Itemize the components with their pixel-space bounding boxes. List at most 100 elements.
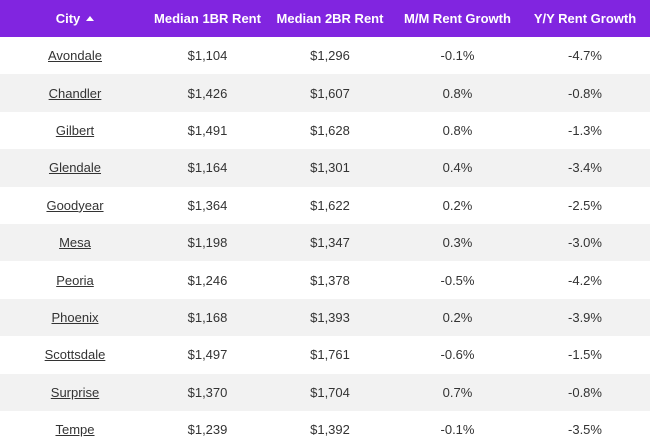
cell-value: -2.5% bbox=[568, 197, 602, 213]
table-cell: $1,628 bbox=[265, 112, 395, 149]
table-row: Glendale $1,164 $1,301 0.4% -3.4% bbox=[0, 149, 650, 187]
table-cell: 0.2% bbox=[395, 187, 520, 224]
table-row: Mesa $1,198 $1,347 0.3% -3.0% bbox=[0, 223, 650, 262]
table-row: Scottsdale $1,497 $1,761 -0.6% -1.5% bbox=[0, 336, 650, 373]
table-row: Goodyear $1,364 $1,622 0.2% -2.5% bbox=[0, 187, 650, 224]
column-header[interactable]: M/M Rent Growth bbox=[395, 0, 520, 37]
table-row: Phoenix $1,168 $1,393 0.2% -3.9% bbox=[0, 298, 650, 337]
table-cell: $1,491 bbox=[150, 112, 265, 149]
table-cell: $1,164 bbox=[150, 149, 265, 187]
city-link[interactable]: Gilbert bbox=[55, 122, 95, 138]
cell-value: $1,198 bbox=[187, 235, 228, 251]
table-cell: $1,497 bbox=[150, 336, 265, 373]
table-cell: Surprise bbox=[0, 373, 150, 411]
table-cell: Scottsdale bbox=[0, 336, 150, 373]
table-header: City Median 1BR Rent Median 2BR Rent M/M Re… bbox=[0, 0, 650, 37]
cell-value: $1,364 bbox=[187, 197, 228, 213]
cell-value: -3.0% bbox=[568, 235, 602, 251]
table-cell: Chandler bbox=[0, 74, 150, 112]
cell-value: -4.2% bbox=[568, 272, 602, 288]
table-cell: -2.5% bbox=[520, 187, 650, 224]
table-row: Avondale $1,104 $1,296 -0.1% -4.7% bbox=[0, 37, 650, 74]
column-header[interactable]: Median 2BR Rent bbox=[265, 0, 395, 37]
table-cell: $1,301 bbox=[265, 149, 395, 187]
table-cell: $1,393 bbox=[265, 298, 395, 337]
column-header[interactable]: Y/Y Rent Growth bbox=[520, 0, 650, 37]
table-cell: $1,370 bbox=[150, 373, 265, 411]
table-row: Surprise $1,370 $1,704 0.7% -0.8% bbox=[0, 373, 650, 411]
table-cell: $1,426 bbox=[150, 74, 265, 112]
table-cell: $1,364 bbox=[150, 187, 265, 224]
cell-value: $1,704 bbox=[310, 384, 350, 400]
city-link[interactable]: Avondale bbox=[48, 48, 102, 64]
table-cell: -0.1% bbox=[395, 411, 520, 448]
cell-value: -4.7% bbox=[568, 48, 602, 64]
table-cell: 0.8% bbox=[395, 74, 520, 112]
cell-value: $1,301 bbox=[310, 160, 350, 176]
city-link[interactable]: Tempe bbox=[55, 422, 95, 438]
city-link[interactable]: Mesa bbox=[59, 235, 91, 251]
column-header-text: City bbox=[55, 11, 81, 26]
table-cell: 0.4% bbox=[395, 149, 520, 187]
city-link[interactable]: Glendale bbox=[48, 160, 102, 176]
cell-value: $1,628 bbox=[310, 122, 350, 138]
table-row: Tempe $1,239 $1,392 -0.1% -3.5% bbox=[0, 411, 650, 448]
city-link[interactable]: Scottsdale bbox=[44, 347, 106, 363]
city-link[interactable]: Chandler bbox=[48, 85, 102, 101]
cell-value: $1,491 bbox=[187, 122, 228, 138]
cell-value: $1,164 bbox=[187, 160, 228, 176]
column-header[interactable]: Median 1BR Rent bbox=[150, 0, 265, 37]
table-cell: -4.2% bbox=[520, 261, 650, 298]
table-cell: Gilbert bbox=[0, 112, 150, 149]
column-header-text: Median 2BR Rent bbox=[276, 11, 384, 26]
table-cell: -0.8% bbox=[520, 74, 650, 112]
cell-value: 0.7% bbox=[442, 384, 473, 400]
city-link[interactable]: Goodyear bbox=[46, 197, 104, 213]
table-cell: Tempe bbox=[0, 411, 150, 448]
table-cell: $1,622 bbox=[265, 187, 395, 224]
cell-value: $1,393 bbox=[310, 309, 350, 325]
table-cell: $1,607 bbox=[265, 74, 395, 112]
table-cell: Peoria bbox=[0, 261, 150, 298]
city-link[interactable]: Surprise bbox=[50, 384, 100, 400]
cell-value: -0.1% bbox=[440, 48, 475, 64]
city-link[interactable]: Phoenix bbox=[51, 309, 99, 325]
cell-value: $1,104 bbox=[187, 48, 228, 64]
table-cell: Mesa bbox=[0, 223, 150, 262]
table-cell: 0.2% bbox=[395, 298, 520, 337]
table-cell: Avondale bbox=[0, 37, 150, 74]
sort-arrow bbox=[86, 16, 95, 21]
cell-value: -3.5% bbox=[568, 422, 602, 438]
table-row: Peoria $1,246 $1,378 -0.5% -4.2% bbox=[0, 261, 650, 298]
cell-value: 0.8% bbox=[442, 122, 473, 138]
cell-value: -0.8% bbox=[568, 384, 602, 400]
table-cell: 0.3% bbox=[395, 223, 520, 262]
column-header-text: Y/Y Rent Growth bbox=[533, 11, 637, 26]
cell-value: 0.2% bbox=[442, 197, 473, 213]
table-cell: $1,246 bbox=[150, 261, 265, 298]
city-link[interactable]: Peoria bbox=[56, 272, 94, 288]
table-cell: $1,296 bbox=[265, 37, 395, 74]
table-row: Chandler $1,426 $1,607 0.8% -0.8% bbox=[0, 74, 650, 112]
cell-value: $1,761 bbox=[310, 347, 350, 363]
cell-value: $1,370 bbox=[187, 384, 228, 400]
column-header[interactable]: City bbox=[0, 0, 150, 37]
table-cell: $1,198 bbox=[150, 223, 265, 262]
cell-value: -1.3% bbox=[568, 122, 602, 138]
cell-value: 0.4% bbox=[442, 160, 473, 176]
table-cell: -0.6% bbox=[395, 336, 520, 373]
table-cell: $1,347 bbox=[265, 223, 395, 262]
cell-value: -0.8% bbox=[568, 85, 602, 101]
cell-value: $1,296 bbox=[310, 48, 350, 64]
table-cell: -0.1% bbox=[395, 37, 520, 74]
table-cell: Goodyear bbox=[0, 187, 150, 224]
cell-value: $1,607 bbox=[310, 85, 350, 101]
table-cell: 0.8% bbox=[395, 112, 520, 149]
table-cell: -3.5% bbox=[520, 411, 650, 448]
table-cell: $1,378 bbox=[265, 261, 395, 298]
table-cell: $1,239 bbox=[150, 411, 265, 448]
table-cell: -0.5% bbox=[395, 261, 520, 298]
table-cell: -1.5% bbox=[520, 336, 650, 373]
